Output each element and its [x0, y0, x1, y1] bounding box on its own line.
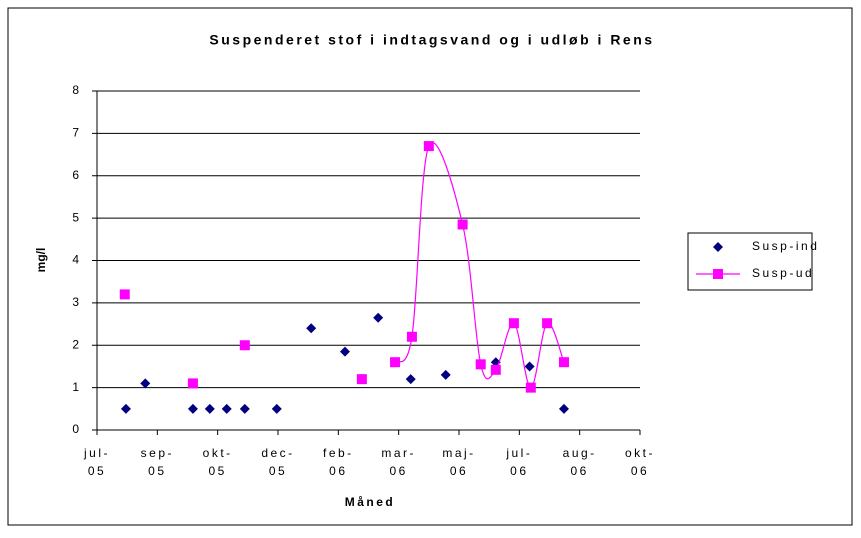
x-tick-label: sep- 05 [141, 446, 174, 478]
diamond-marker [221, 403, 232, 414]
square-marker [475, 359, 486, 370]
square-marker [239, 340, 250, 351]
x-tick-label-part: mar- [381, 446, 416, 460]
square-marker [508, 318, 519, 329]
diamond-marker [440, 369, 451, 380]
y-tick-label: 5 [72, 210, 79, 224]
square-marker [187, 378, 198, 389]
diamond-marker [405, 374, 416, 385]
diamond-marker [339, 346, 350, 357]
y-tick-label: 1 [72, 380, 79, 394]
x-tick-label-part: aug- [563, 446, 597, 460]
legend-label: Susp-ud [752, 266, 814, 280]
legend-label: Susp-ind [752, 239, 819, 253]
x-tick-label-part: 06 [329, 464, 347, 478]
y-tick-label: 4 [72, 253, 79, 267]
x-axis-label: Måned [345, 495, 396, 509]
x-tick-label: okt- 05 [203, 446, 233, 478]
y-tick-label: 2 [72, 337, 79, 351]
diamond-marker [306, 323, 317, 334]
square-marker [525, 382, 536, 393]
x-tick-label-part: feb- [323, 446, 354, 460]
x-tick-label-part: 05 [88, 464, 106, 478]
diamond-marker [239, 403, 250, 414]
x-tick-label: maj- 06 [442, 446, 475, 478]
y-axis-label: mg/l [34, 248, 48, 273]
square-marker [356, 374, 367, 385]
x-tick-label-part: jul- [83, 446, 110, 460]
diamond-marker [713, 242, 723, 252]
x-tick-label-part: 06 [389, 464, 407, 478]
square-marker [558, 357, 569, 368]
x-tick-label-part: maj- [442, 446, 475, 460]
x-tick-label: feb- 06 [323, 446, 354, 478]
square-marker [713, 269, 723, 279]
y-tick-label: 8 [72, 83, 79, 97]
diamond-marker [140, 378, 151, 389]
square-marker [423, 141, 434, 152]
square-marker [457, 219, 468, 230]
diamond-marker [120, 403, 131, 414]
y-tick-label: 6 [72, 168, 79, 182]
x-tick-label-part: dec- [261, 446, 294, 460]
square-marker [490, 364, 501, 375]
x-tick-label: jul- 05 [83, 446, 110, 478]
x-tick-label: okt- 06 [625, 446, 655, 478]
x-tick-label-part: 05 [148, 464, 166, 478]
x-tick-label-part: jul- [505, 446, 532, 460]
square-marker [406, 331, 417, 342]
x-tick-label-part: okt- [625, 446, 655, 460]
x-tick-label-part: 06 [570, 464, 588, 478]
x-tick-label: mar- 06 [381, 446, 416, 478]
diamond-marker [204, 403, 215, 414]
diamond-marker [271, 403, 282, 414]
x-tick-label-part: 05 [269, 464, 287, 478]
chart-title: Suspenderet stof i indtagsvand og i udlø… [209, 32, 654, 48]
diamond-marker [373, 312, 384, 323]
x-tick-label: jul- 06 [505, 446, 532, 478]
y-tick-label: 0 [72, 422, 79, 436]
legend [687, 232, 813, 291]
diamond-marker [524, 361, 535, 372]
x-tick-label-part: 06 [510, 464, 528, 478]
square-marker [119, 289, 130, 300]
y-tick-label: 3 [72, 295, 79, 309]
x-tick-label-part: okt- [203, 446, 233, 460]
y-tick-label: 7 [72, 126, 79, 140]
square-marker [390, 357, 401, 368]
x-tick-label-part: sep- [141, 446, 174, 460]
x-tick-label: aug- 06 [563, 446, 597, 478]
x-tick-label: dec- 05 [261, 446, 294, 478]
x-tick-label-part: 06 [450, 464, 468, 478]
diamond-marker [187, 403, 198, 414]
square-marker [542, 318, 553, 329]
diamond-marker [558, 403, 569, 414]
x-tick-label-part: 05 [208, 464, 226, 478]
x-tick-label-part: 06 [631, 464, 649, 478]
